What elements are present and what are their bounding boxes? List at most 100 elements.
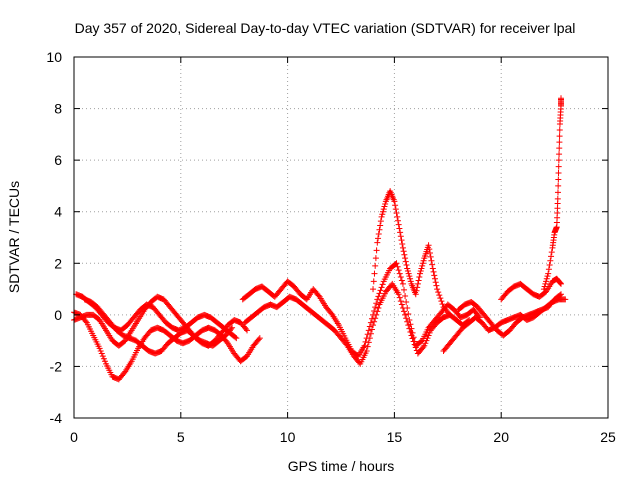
data-point	[426, 329, 433, 336]
data-point	[370, 286, 377, 293]
data-point	[414, 284, 421, 291]
series-track-6	[241, 280, 473, 367]
data-point	[418, 338, 425, 345]
gridlines	[74, 57, 608, 418]
data-point	[398, 301, 405, 308]
data-point	[425, 332, 432, 339]
x-tick-label: 10	[280, 429, 296, 445]
data-point	[445, 310, 452, 317]
data-point	[416, 274, 423, 281]
data-point	[256, 335, 263, 342]
data-point	[121, 369, 128, 376]
data-point	[98, 350, 105, 357]
x-axis: 0 5 10 15 20 25	[70, 57, 616, 445]
data-point	[233, 335, 240, 342]
data-point	[101, 358, 108, 365]
data-point	[419, 262, 426, 269]
data-point	[404, 265, 411, 272]
data-point	[540, 286, 547, 293]
data-point	[401, 251, 408, 258]
data-point	[366, 323, 373, 330]
data-point	[376, 290, 383, 297]
data-point	[547, 257, 554, 264]
series-track-4	[81, 296, 236, 357]
data-point	[556, 145, 563, 152]
data-point	[82, 318, 89, 325]
y-axis-label: SDTVAR / TECUs	[6, 181, 22, 293]
data-point	[368, 326, 375, 333]
data-point	[429, 261, 436, 268]
data-point	[421, 342, 428, 349]
data-point	[434, 286, 441, 293]
data-point	[424, 335, 431, 342]
data-point	[420, 344, 427, 351]
data-point	[554, 189, 561, 196]
data-point	[393, 210, 400, 217]
data-point	[403, 315, 410, 322]
data-point	[545, 270, 552, 277]
data-point	[436, 292, 443, 299]
data-point	[401, 286, 408, 293]
data-point	[244, 327, 251, 334]
data-point	[556, 139, 563, 146]
chart-title: Day 357 of 2020, Sidereal Day-to-day VTE…	[75, 20, 576, 36]
x-tick-label: 5	[177, 429, 185, 445]
data-point	[545, 266, 552, 273]
data-point	[555, 176, 562, 183]
data-point	[371, 318, 378, 325]
data-point	[422, 340, 429, 347]
data-point	[417, 268, 424, 275]
data-point	[409, 335, 416, 342]
data-point	[377, 287, 384, 294]
data-point	[414, 280, 421, 287]
data-point	[364, 343, 371, 350]
data-point	[408, 332, 415, 339]
x-tick-label: 15	[387, 429, 403, 445]
data-point	[405, 310, 412, 317]
data-point	[380, 206, 387, 213]
y-tick-label: 8	[54, 101, 62, 117]
y-axis: -4 -2 0 2 4 6 8 10	[46, 49, 608, 426]
data-point	[404, 318, 411, 325]
y-tick-label: 2	[54, 255, 62, 271]
data-point	[394, 263, 401, 270]
plot-frame	[73, 56, 609, 419]
y-tick-label: 6	[54, 152, 62, 168]
data-points	[71, 95, 569, 383]
data-point	[557, 280, 564, 287]
data-point	[543, 278, 550, 285]
data-point	[374, 296, 381, 303]
data-point	[373, 247, 380, 254]
data-point	[376, 226, 383, 233]
data-point	[427, 253, 434, 260]
data-point	[562, 296, 569, 303]
data-point	[542, 280, 549, 287]
x-tick-label: 20	[493, 429, 509, 445]
data-point	[373, 311, 380, 318]
data-point	[404, 268, 411, 275]
data-point	[395, 267, 402, 274]
data-point	[229, 324, 236, 331]
data-point	[407, 278, 414, 285]
data-point	[391, 198, 398, 205]
data-point	[410, 338, 417, 345]
data-point	[402, 292, 409, 299]
data-point	[426, 246, 433, 253]
data-point	[374, 308, 381, 315]
data-point	[242, 326, 249, 333]
data-point	[398, 237, 405, 244]
data-point	[402, 258, 409, 265]
data-point	[437, 295, 444, 302]
data-point	[439, 301, 446, 308]
data-point	[375, 231, 382, 238]
data-point	[402, 255, 409, 262]
data-point	[394, 213, 401, 220]
data-point	[394, 217, 401, 224]
data-point	[412, 344, 419, 351]
data-point	[446, 311, 453, 318]
data-point	[392, 202, 399, 209]
data-point	[417, 270, 424, 277]
data-point	[418, 265, 425, 272]
data-point	[548, 249, 555, 256]
